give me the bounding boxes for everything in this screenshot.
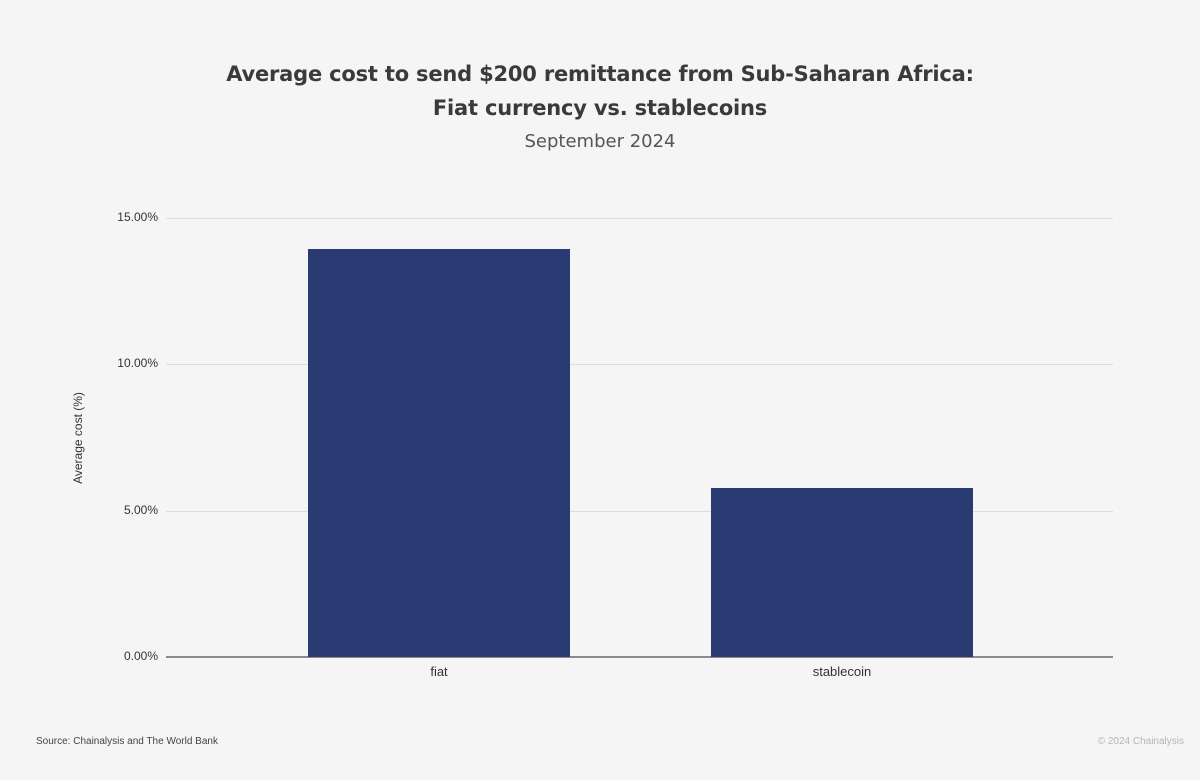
gridline <box>166 510 1113 512</box>
gridline <box>166 364 1113 366</box>
source-note: Source: Chainalysis and The World Bank <box>36 736 218 747</box>
chart-title-line2: Fiat currency vs. stablecoins <box>432 96 768 120</box>
y-tick-label: 10.00% <box>117 356 158 371</box>
gridline <box>166 218 1113 219</box>
x-axis-line <box>166 656 1113 658</box>
x-tick-label: stablecoin <box>812 664 872 679</box>
chart-title-line1: Average cost to send $200 remittance fro… <box>226 62 974 86</box>
y-tick-label: 5.00% <box>123 502 158 517</box>
x-tick-label: fiat <box>430 664 448 679</box>
bar-stablecoin <box>711 488 973 657</box>
chart-subtitle: September 2024 <box>524 131 676 152</box>
y-axis-label: Average cost (%) <box>71 392 85 484</box>
bar-fiat <box>308 249 570 657</box>
y-tick-label: 0.00% <box>123 649 158 663</box>
copyright-note: © 2024 Chainalysis <box>1097 736 1184 747</box>
y-tick-label: 15.00% <box>117 210 158 224</box>
